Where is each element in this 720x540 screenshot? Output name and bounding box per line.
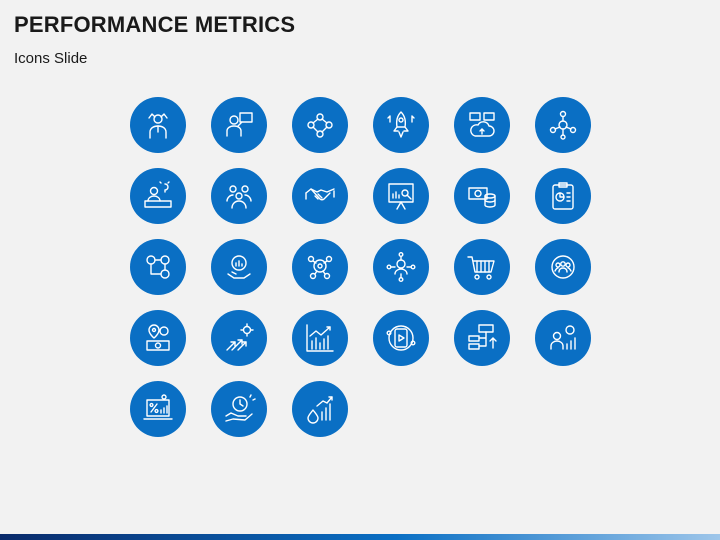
team-leader-icon (130, 97, 186, 153)
analyst-chart-icon (535, 310, 591, 366)
shopping-cart-icon (454, 239, 510, 295)
presentation-analysis-icon (373, 168, 429, 224)
icon-grid (130, 97, 591, 437)
idea-desk-icon (130, 168, 186, 224)
clipboard-report-icon (535, 168, 591, 224)
mobile-video-icon (373, 310, 429, 366)
rocket-growth-icon (373, 97, 429, 153)
slide-subtitle: Icons Slide (14, 50, 88, 67)
connected-people-icon (535, 97, 591, 153)
team-group-icon (211, 168, 267, 224)
handshake-icon (292, 168, 348, 224)
location-money-icon (130, 310, 186, 366)
water-growth-icon (292, 381, 348, 437)
footer-bar (0, 534, 720, 540)
bar-chart-icon (292, 310, 348, 366)
cloud-devices-icon (454, 97, 510, 153)
hand-growth-icon (211, 239, 267, 295)
hand-clock-icon (211, 381, 267, 437)
presenter-board-icon (211, 97, 267, 153)
gears-process-icon (130, 239, 186, 295)
team-network-icon (292, 97, 348, 153)
slide-title: PERFORMANCE METRICS (14, 12, 296, 37)
brain-gears-icon (292, 239, 348, 295)
arrows-growth-icon (211, 310, 267, 366)
server-flow-icon (454, 310, 510, 366)
laptop-percentage-icon (130, 381, 186, 437)
target-team-icon (535, 239, 591, 295)
money-coins-icon (454, 168, 510, 224)
network-manager-icon (373, 239, 429, 295)
